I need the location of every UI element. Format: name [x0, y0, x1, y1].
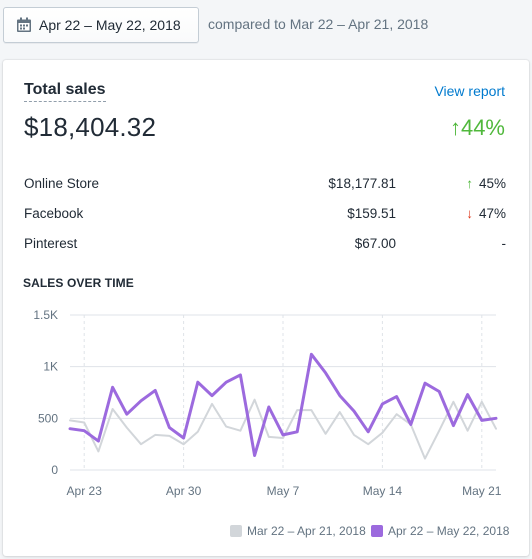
total-sales-value: $18,404.32 [24, 112, 157, 142]
legend-item-previous[interactable]: Mar 22 – Apr 21, 2018 [230, 524, 366, 538]
channel-change-value: 45% [478, 175, 506, 191]
channel-amount: $18,177.81 [328, 175, 396, 191]
y-tick-label: 500 [38, 411, 58, 425]
total-sales-card: Total sales View report $18,404.32 ↑44% … [3, 60, 529, 556]
channel-change: ↑ 45% [466, 176, 506, 191]
legend-swatch [371, 525, 383, 537]
arrow-up-icon: ↑ [449, 115, 461, 140]
legend-label: Apr 22 – May 22, 2018 [388, 524, 510, 538]
toolbar: Apr 22 – May 22, 2018 compared to Mar 22… [0, 0, 532, 52]
channel-change-value: 47% [478, 205, 506, 221]
legend-swatch [230, 525, 242, 537]
x-tick-label: May 7 [267, 484, 300, 498]
channel-name: Online Store [24, 175, 100, 191]
x-tick-label: May 21 [462, 484, 502, 498]
x-tick-label: Apr 23 [67, 484, 103, 498]
channel-amount: $159.51 [347, 205, 396, 221]
arrow-down-icon: ↓ [466, 205, 473, 221]
channel-amount: $67.00 [354, 235, 396, 251]
view-report-link[interactable]: View report [434, 83, 505, 99]
date-range-button[interactable]: Apr 22 – May 22, 2018 [3, 7, 199, 43]
arrow-up-icon: ↑ [466, 175, 473, 191]
y-tick-label: 0 [51, 463, 58, 477]
total-change: ↑44% [450, 115, 505, 141]
section-title: SALES OVER TIME [23, 276, 134, 290]
channel-name: Pinterest [24, 235, 78, 251]
channel-name: Facebook [24, 205, 84, 221]
y-tick-label: 1.5K [33, 308, 58, 322]
total-change-value: 44% [460, 115, 505, 140]
sales-over-time-chart: 0 500 1K 1.5K Apr 23 Apr 30 May 7 May 14 May 21 [33, 308, 502, 498]
channel-change: - [502, 236, 507, 251]
compared-text: compared to Mar 22 – Apr 21, 2018 [208, 16, 429, 32]
channel-row-facebook: Facebook $159.51 ↓ 47% [24, 198, 506, 228]
channel-change-value: - [501, 235, 507, 251]
x-tick-label: May 14 [363, 484, 403, 498]
series-line-previous [69, 398, 497, 460]
legend-item-current[interactable]: Apr 22 – May 22, 2018 [371, 524, 509, 538]
x-tick-label: Apr 30 [166, 484, 202, 498]
legend-label: Mar 22 – Apr 21, 2018 [247, 524, 366, 538]
calendar-icon [17, 17, 31, 32]
date-range-label: Apr 22 – May 22, 2018 [39, 17, 181, 33]
channel-row-pinterest: Pinterest $67.00 - [24, 228, 506, 258]
y-tick-label: 1K [43, 360, 58, 374]
card-title: Total sales [24, 81, 106, 102]
channel-row-online-store: Online Store $18,177.81 ↑ 45% [24, 168, 506, 198]
channel-change: ↓ 47% [466, 206, 506, 221]
chart-legend: Mar 22 – Apr 21, 2018 Apr 22 – May 22, 2… [3, 522, 529, 542]
series-line-current [68, 352, 498, 457]
